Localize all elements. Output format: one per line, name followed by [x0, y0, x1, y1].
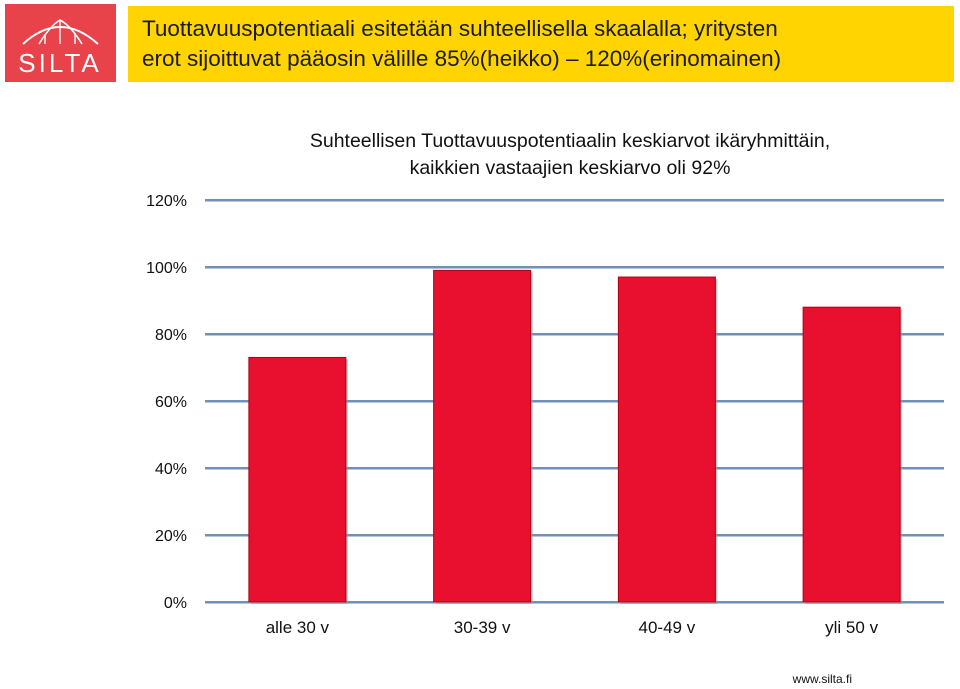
- x-category-label: 30-39 v: [454, 618, 511, 637]
- chart-title: Suhteellisen Tuottavuuspotentiaalin kesk…: [309, 130, 831, 179]
- y-tick-label: 20%: [155, 528, 187, 545]
- y-tick-label: 40%: [155, 461, 187, 478]
- y-tick-label: 80%: [155, 327, 187, 344]
- x-category-label: 40-49 v: [639, 618, 696, 637]
- logo-text: SILTA: [18, 48, 101, 78]
- x-category-label: alle 30 v: [266, 618, 330, 637]
- header-banner: Tuottavuuspotentiaali esitetään suhteell…: [128, 6, 954, 82]
- footer-url[interactable]: www.silta.fi: [792, 672, 852, 686]
- page-title: Tuottavuuspotentiaali esitetään suhteell…: [142, 16, 782, 71]
- y-tick-label: 60%: [155, 394, 187, 411]
- bar: [802, 306, 901, 603]
- bridge-icon: SILTA: [18, 19, 101, 78]
- y-tick-label: 0%: [164, 595, 187, 612]
- y-tick-label: 100%: [146, 260, 187, 277]
- y-tick-label: 120%: [146, 193, 187, 210]
- bar: [617, 276, 716, 603]
- silta-logo: SILTA: [5, 4, 116, 82]
- bar: [248, 356, 347, 603]
- bar: [433, 269, 532, 603]
- x-category-label: yli 50 v: [825, 618, 878, 637]
